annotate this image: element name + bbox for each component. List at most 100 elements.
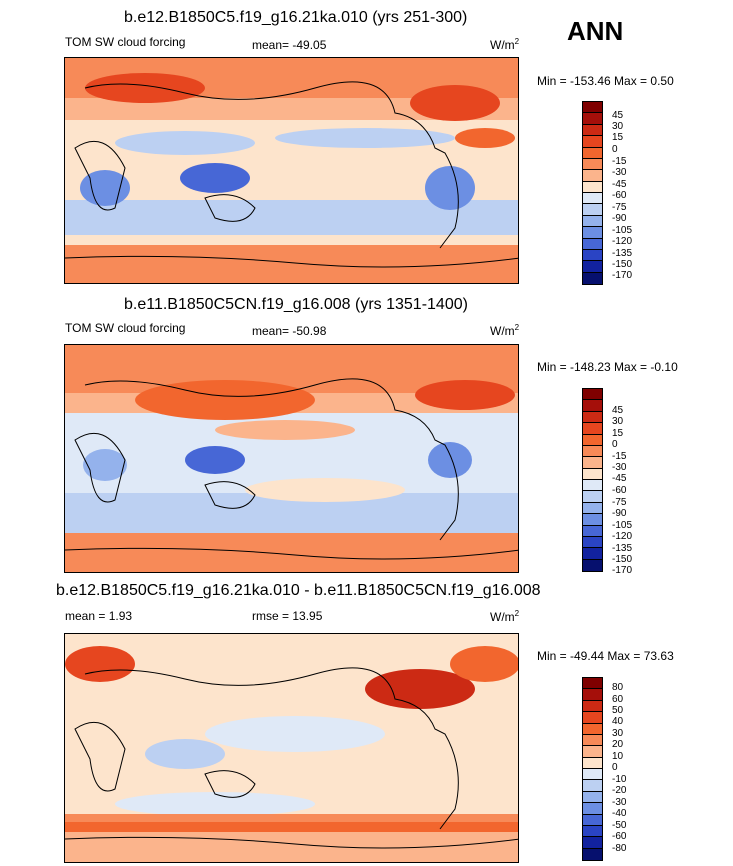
colorbar-3-swatch-13 [583, 825, 602, 838]
map-3-band-south-warm [65, 814, 518, 822]
colorbar-1-swatch-11 [583, 227, 602, 239]
map-1-blob-siberia [85, 73, 205, 103]
colorbar-2-swatch-15 [583, 559, 602, 571]
colorbar-2-swatch-7 [583, 468, 602, 480]
p1-tick-1: 30 [612, 121, 624, 132]
colorbar-1-swatch-0 [583, 102, 602, 114]
map-2-coastlines [65, 378, 518, 560]
map-3-coastlines [65, 667, 518, 849]
colorbar-3-swatch-1 [583, 689, 602, 701]
colorbar-2-swatch-2 [583, 411, 602, 424]
panel-2-title: b.e11.B1850C5CN.f19_g16.008 (yrs 1351-14… [124, 296, 468, 313]
colorbar-2-swatch-5 [583, 445, 602, 458]
p1-tick-11: -120 [612, 236, 633, 247]
colorbar-1-swatch-4 [583, 147, 602, 159]
colorbar-1-swatch-6 [583, 170, 602, 182]
colorbar-1-swatch-7 [583, 181, 602, 193]
p2-tick-13: -150 [612, 554, 633, 565]
map-1-blob-nam [410, 85, 500, 121]
colorbar-3-swatch-2 [583, 700, 602, 713]
map-3-blob-south [115, 792, 315, 816]
map-3-blob-nam [365, 669, 475, 709]
p1-tick-10: -105 [612, 225, 633, 236]
colorbar-2-swatch-14 [583, 548, 602, 560]
p3-tick-12: -50 [612, 820, 627, 831]
colorbar-3-swatch-10 [583, 791, 602, 804]
panel-2-map-svg [65, 345, 518, 572]
map-1-blob-npac-e [275, 128, 455, 148]
map-1-blob-npac-w [115, 131, 255, 155]
panel-1-mean-label: mean= -49.05 [252, 38, 327, 52]
map-1-blob-indonesia [180, 163, 250, 193]
colorbar-3-swatch-0 [583, 678, 602, 690]
colorbar-1-swatch-1 [583, 113, 602, 125]
colorbar-3-swatch-15 [583, 848, 602, 860]
map-3-band-antarctic [65, 832, 518, 862]
colorbar-1-swatch-15 [583, 272, 602, 284]
panel-3-minmax: Min = -49.44 Max = 73.63 [537, 649, 674, 663]
p2-tick-9: -90 [612, 508, 627, 519]
map-2-blob-npac [215, 420, 355, 440]
colorbar-1-swatch-10 [583, 215, 602, 228]
colorbar-3-swatch-12 [583, 814, 602, 826]
p1-tick-4: -15 [612, 156, 627, 167]
p2-tick-1: 30 [612, 416, 624, 427]
map-2-blob-asia [135, 380, 315, 420]
p3-tick-0: 80 [612, 682, 624, 693]
panel-3-units: W/m2 [490, 609, 520, 624]
colorbar-2-swatch-6 [583, 457, 602, 469]
p3-tick-1: 60 [612, 694, 624, 705]
panel-3-colorbar [582, 677, 603, 861]
p1-tick-14: -170 [612, 270, 633, 281]
panel-1-units: W/m2 [490, 37, 520, 52]
p3-tick-3: 40 [612, 716, 624, 727]
colorbar-2-swatch-0 [583, 389, 602, 401]
p3-tick-2: 50 [612, 705, 624, 716]
colorbar-3-swatch-9 [583, 780, 602, 792]
p2-tick-8: -75 [612, 497, 627, 508]
map-1-blob-amazon [425, 166, 475, 210]
p1-tick-5: -30 [612, 167, 627, 178]
map-1-blob-natl [455, 128, 515, 148]
colorbar-1-swatch-13 [583, 249, 602, 262]
p2-tick-14: -170 [612, 565, 633, 576]
map-1-band-southern [65, 235, 518, 245]
map-3-blob-indonesia [145, 739, 225, 769]
colorbar-2-swatch-4 [583, 434, 602, 446]
p3-tick-5: 20 [612, 739, 624, 750]
colorbar-1-swatch-2 [583, 124, 602, 137]
p1-tick-2: 15 [612, 132, 624, 143]
panel-1-map [64, 57, 519, 284]
colorbar-2-swatch-12 [583, 525, 602, 537]
p3-tick-10: -30 [612, 797, 627, 808]
colorbar-3-swatch-5 [583, 734, 602, 747]
map-1-band-north [65, 98, 518, 120]
panel-3-title: b.e12.B1850C5.f19_g16.21ka.010 - b.e11.B… [56, 582, 541, 599]
colorbar-3-swatch-3 [583, 712, 602, 724]
panel-3-map-svg [65, 634, 518, 862]
map-2-blob-africa [83, 449, 127, 481]
p2-tick-5: -30 [612, 462, 627, 473]
p1-tick-6: -45 [612, 179, 627, 190]
colorbar-1-swatch-14 [583, 261, 602, 273]
p3-tick-13: -60 [612, 831, 627, 842]
colorbar-2-swatch-13 [583, 536, 602, 549]
colorbar-2-swatch-9 [583, 491, 602, 503]
panel-2-map [64, 344, 519, 573]
p3-tick-7: 0 [612, 762, 618, 773]
season-label: ANN [567, 16, 624, 46]
p1-tick-3: 0 [612, 144, 618, 155]
panel-2-minmax: Min = -148.23 Max = -0.10 [537, 360, 678, 374]
p2-tick-4: -15 [612, 451, 627, 462]
p1-tick-8: -75 [612, 202, 627, 213]
panel-2-units: W/m2 [490, 323, 520, 338]
colorbar-1-swatch-12 [583, 238, 602, 250]
map-1-blob-africa [80, 170, 130, 206]
p1-tick-13: -150 [612, 259, 633, 270]
panel-1-map-svg [65, 58, 518, 283]
map-2-blob-nam [415, 380, 515, 410]
p3-tick-9: -20 [612, 785, 627, 796]
p2-tick-7: -60 [612, 485, 627, 496]
panel-2-colorbar [582, 388, 603, 572]
panel-1-colorbar [582, 101, 603, 285]
